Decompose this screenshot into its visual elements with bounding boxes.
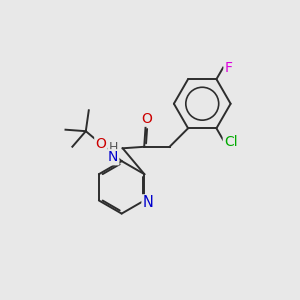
Text: N: N <box>142 195 153 210</box>
Text: N: N <box>108 150 118 164</box>
Text: F: F <box>224 61 232 74</box>
Text: O: O <box>95 137 106 151</box>
Text: O: O <box>142 112 153 126</box>
Text: Cl: Cl <box>224 135 237 149</box>
Text: H: H <box>108 141 118 154</box>
